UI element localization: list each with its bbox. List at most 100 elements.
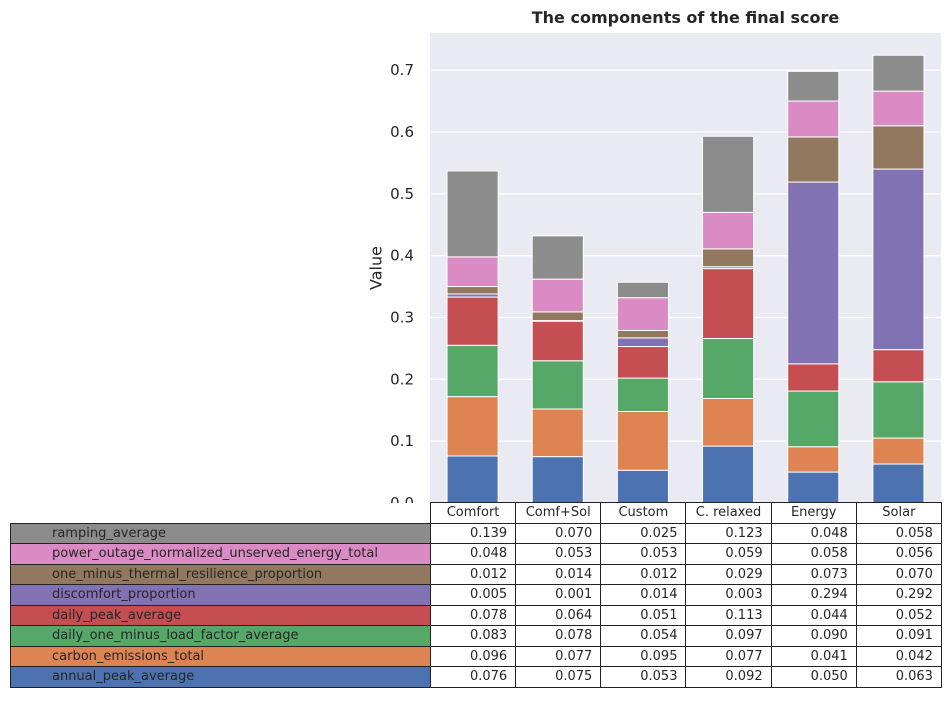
bar-segment-ramping_average (531, 235, 584, 280)
bar-segment-one_minus_thermal_resilience_proportion (616, 329, 669, 339)
bar-segment-carbon_emissions_total (531, 408, 584, 458)
table-row-label: one_minus_thermal_resilience_proportion (10, 563, 431, 585)
table-row-label: daily_one_minus_load_factor_average (10, 625, 431, 647)
table-cell: 0.294 (770, 584, 857, 606)
table-row: daily_peak_average 0.078 0.064 0.051 0.113 0.… (10, 604, 942, 626)
table-cell: 0.058 (770, 543, 857, 565)
bar-segment-discomfort_proportion (872, 168, 925, 351)
bar-segment-carbon_emissions_total (702, 397, 755, 447)
table-cell: 0.048 (770, 522, 857, 544)
table-cell: 0.095 (600, 645, 687, 667)
bar-segment-annual_peak_average (616, 469, 669, 503)
bar-segment-one_minus_thermal_resilience_proportion (446, 286, 499, 295)
bar-segment-carbon_emissions_total (616, 410, 669, 471)
table-cell: 0.012 (429, 563, 517, 585)
bar-segment-power_outage_normalized_unserved_energy_total (702, 211, 755, 250)
table-column-header: Custom (600, 502, 687, 524)
bar-segment-ramping_average (787, 70, 840, 102)
table-cell: 0.053 (600, 666, 687, 688)
table-cell: 0.076 (429, 666, 517, 688)
bar-segment-daily_one_minus_load_factor_average (446, 344, 499, 398)
table-cell: 0.001 (515, 584, 602, 606)
y-tick-label: 0.0 (390, 494, 414, 503)
bar-segment-daily_one_minus_load_factor_average (787, 390, 840, 448)
table-cell: 0.053 (600, 543, 687, 565)
bar-segment-discomfort_proportion (787, 181, 840, 365)
bar-segment-one_minus_thermal_resilience_proportion (872, 125, 925, 170)
table-cell: 0.044 (770, 604, 857, 626)
bar-segment-ramping_average (446, 170, 499, 258)
bar-segment-annual_peak_average (446, 455, 499, 503)
table-cell: 0.096 (429, 645, 517, 667)
table-cell: 0.041 (770, 645, 857, 667)
table-cell: 0.113 (685, 604, 772, 626)
bar-segment-daily_one_minus_load_factor_average (872, 381, 925, 439)
bar-segment-one_minus_thermal_resilience_proportion (787, 136, 840, 183)
table-cell: 0.029 (685, 563, 772, 585)
chart-title: The components of the final score (531, 8, 840, 27)
bar-segment-carbon_emissions_total (446, 396, 499, 457)
bar-segment-daily_one_minus_load_factor_average (702, 338, 755, 399)
table-row: carbon_emissions_total 0.096 0.077 0.095 0.0… (10, 645, 942, 667)
table-row-label: carbon_emissions_total (10, 645, 431, 667)
table-cell: 0.014 (600, 584, 687, 606)
table-cell: 0.059 (685, 543, 772, 565)
y-tick-label: 0.2 (390, 370, 414, 388)
y-tick-label: 0.6 (390, 123, 414, 141)
table-cell: 0.064 (515, 604, 602, 626)
bar-segment-carbon_emissions_total (787, 446, 840, 473)
table-cell: 0.042 (855, 645, 942, 667)
table-row-label: ramping_average (10, 522, 431, 544)
table-cell: 0.075 (515, 666, 602, 688)
y-tick-label: 0.7 (390, 61, 414, 79)
bar-segment-daily_peak_average (787, 363, 840, 392)
table-cell: 0.139 (429, 522, 517, 544)
y-tick-label: 0.5 (390, 185, 414, 203)
bar-segment-ramping_average (702, 135, 755, 213)
table-row: one_minus_thermal_resilience_proportion 0… (10, 563, 942, 585)
table-cell: 0.092 (685, 666, 772, 688)
table-corner (11, 503, 431, 524)
data-table: Comfort Comf+Sol Custom C. relaxed Energy Sol… (10, 502, 942, 688)
bar-segment-daily_peak_average (872, 349, 925, 383)
plot-area (430, 33, 941, 503)
bar-segment-ramping_average (616, 281, 669, 299)
bar-segment-carbon_emissions_total (872, 437, 925, 465)
table-cell: 0.070 (855, 563, 942, 585)
y-tick-label: 0.1 (390, 432, 414, 450)
bar-segment-power_outage_normalized_unserved_energy_total (616, 297, 669, 331)
table-row: discomfort_proportion 0.005 0.001 0.014 0.00… (10, 584, 942, 606)
bar-segment-daily_peak_average (531, 320, 584, 362)
table-cell: 0.052 (855, 604, 942, 626)
bar-segment-daily_peak_average (446, 296, 499, 346)
bar-segment-ramping_average (872, 54, 925, 92)
table-column-header: Comfort (429, 502, 517, 524)
table-cell: 0.078 (515, 625, 602, 647)
bar-segment-daily_one_minus_load_factor_average (616, 377, 669, 412)
table-row-label: annual_peak_average (10, 666, 431, 688)
y-tick-label: 0.3 (390, 308, 414, 326)
table-cell: 0.050 (770, 666, 857, 688)
table-column-header: Energy (770, 502, 857, 524)
bar-segment-power_outage_normalized_unserved_energy_total (531, 278, 584, 313)
table-row: daily_one_minus_load_factor_average 0.083… (10, 625, 942, 647)
bar-segment-power_outage_normalized_unserved_energy_total (787, 100, 840, 138)
table-cell: 0.090 (770, 625, 857, 647)
table-cell: 0.077 (515, 645, 602, 667)
bar-segment-daily_one_minus_load_factor_average (531, 360, 584, 410)
table-row: ramping_average 0.139 0.070 0.025 0.123 0.048… (10, 522, 942, 544)
table-cell: 0.123 (685, 522, 772, 544)
table-cell: 0.070 (515, 522, 602, 544)
table-row-label: power_outage_normalized_unserved_energy_… (10, 543, 431, 565)
table-cell: 0.051 (600, 604, 687, 626)
table-row-label: discomfort_proportion (10, 584, 431, 606)
table-cell: 0.048 (429, 543, 517, 565)
table-cell: 0.025 (600, 522, 687, 544)
table-cell: 0.091 (855, 625, 942, 647)
bar-segment-power_outage_normalized_unserved_energy_total (872, 90, 925, 127)
table-cell: 0.005 (429, 584, 517, 606)
table-row: power_outage_normalized_unserved_energy_… (10, 543, 942, 565)
table-cell: 0.058 (855, 522, 942, 544)
table-row: annual_peak_average 0.076 0.075 0.053 0.092 0… (10, 666, 942, 688)
bar-segment-daily_peak_average (616, 346, 669, 379)
